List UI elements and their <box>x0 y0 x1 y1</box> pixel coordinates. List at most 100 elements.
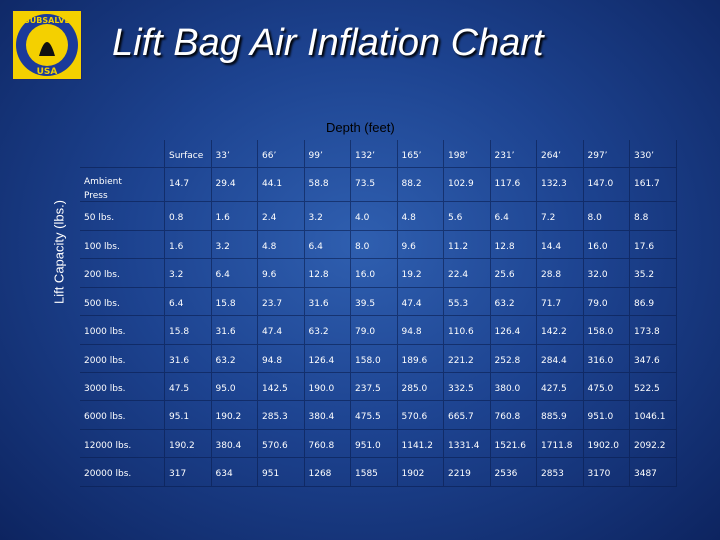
logo-top: SUBSALVE <box>24 16 70 25</box>
table-cell: 1331.4 <box>444 430 491 458</box>
table-cell: 284.4 <box>537 345 584 373</box>
row-label-spacer <box>140 168 165 202</box>
table-cell: 158.0 <box>583 316 630 345</box>
table-cell: 95.0 <box>211 373 258 401</box>
row-axis-label: Lift Capacity (lbs.) <box>51 199 67 305</box>
table-cell: 12.8 <box>304 259 351 288</box>
table-cell: 2853 <box>537 458 584 487</box>
table-cell: 94.8 <box>258 345 305 373</box>
table-cell: 58.8 <box>304 168 351 202</box>
title: Lift Bag Air Inflation Chart <box>112 22 544 64</box>
row-label: 200 lbs. <box>80 259 165 288</box>
table-cell: 35.2 <box>630 259 677 288</box>
table-cell: 951.0 <box>351 430 398 458</box>
table-cell: 142.5 <box>258 373 305 401</box>
table-cell: 110.6 <box>444 316 491 345</box>
table-cell: 47.4 <box>258 316 305 345</box>
table-cell: 39.5 <box>351 288 398 316</box>
table-cell: 9.6 <box>258 259 305 288</box>
table-cell: 14.4 <box>537 231 584 259</box>
table-cell: 285.0 <box>397 373 444 401</box>
table-cell: 0.8 <box>165 202 212 231</box>
table-cell: 3487 <box>630 458 677 487</box>
table-cell: 1.6 <box>211 202 258 231</box>
row-label: 3000 lbs. <box>80 373 165 401</box>
table-cell: 95.1 <box>165 401 212 430</box>
table-cell: 3170 <box>583 458 630 487</box>
table-cell: 1046.1 <box>630 401 677 430</box>
table-cell: 1.6 <box>165 231 212 259</box>
table-cell: 332.5 <box>444 373 491 401</box>
column-header: Surface <box>165 140 212 168</box>
table-cell: 47.4 <box>397 288 444 316</box>
table-cell: 475.5 <box>351 401 398 430</box>
table-cell: 1521.6 <box>490 430 537 458</box>
row-label: 12000 lbs. <box>80 430 165 458</box>
table-cell: 126.4 <box>304 345 351 373</box>
table-cell: 31.6 <box>165 345 212 373</box>
row-label: 100 lbs. <box>80 231 165 259</box>
table-cell: 190.2 <box>165 430 212 458</box>
table-cell: 14.7 <box>165 168 212 202</box>
table-cell: 951 <box>258 458 305 487</box>
table-cell: 11.2 <box>444 231 491 259</box>
table-cell: 8.0 <box>351 231 398 259</box>
table-cell: 1902.0 <box>583 430 630 458</box>
table-cell: 427.5 <box>537 373 584 401</box>
logo-bottom: USA <box>37 67 58 77</box>
table-cell: 8.0 <box>583 202 630 231</box>
table-cell: 25.6 <box>490 259 537 288</box>
table-cell: 347.6 <box>630 345 677 373</box>
table-cell: 4.8 <box>258 231 305 259</box>
column-axis-label: Depth (feet) <box>326 120 395 135</box>
table-cell: 7.2 <box>537 202 584 231</box>
column-header: 99’ <box>304 140 351 168</box>
table-cell: 17.6 <box>630 231 677 259</box>
table-cell: 3.2 <box>211 231 258 259</box>
table-cell: 475.0 <box>583 373 630 401</box>
table-cell: 28.8 <box>537 259 584 288</box>
table-cell: 285.3 <box>258 401 305 430</box>
table-cell: 665.7 <box>444 401 491 430</box>
row-label: 6000 lbs. <box>80 401 165 430</box>
table-cell: 8.8 <box>630 202 677 231</box>
table-cell: 15.8 <box>211 288 258 316</box>
table-cell: 102.9 <box>444 168 491 202</box>
table-cell: 22.4 <box>444 259 491 288</box>
table-cell: 94.8 <box>397 316 444 345</box>
table-cell: 1711.8 <box>537 430 584 458</box>
table-cell: 570.6 <box>258 430 305 458</box>
table-cell: 1141.2 <box>397 430 444 458</box>
column-header: 33’ <box>211 140 258 168</box>
table-cell: 2092.2 <box>630 430 677 458</box>
table-cell: 47.5 <box>165 373 212 401</box>
table-cell: 19.2 <box>397 259 444 288</box>
table-cell: 1902 <box>397 458 444 487</box>
corner-cell <box>80 140 165 168</box>
table-cell: 142.2 <box>537 316 584 345</box>
table-cell: 32.0 <box>583 259 630 288</box>
table-cell: 885.9 <box>537 401 584 430</box>
table-cell: 3.2 <box>165 259 212 288</box>
column-header: 198’ <box>444 140 491 168</box>
table-cell: 71.7 <box>537 288 584 316</box>
row-label: Ambient Press <box>80 168 140 202</box>
table-cell: 12.8 <box>490 231 537 259</box>
table-cell: 31.6 <box>211 316 258 345</box>
table-cell: 4.8 <box>397 202 444 231</box>
table-cell: 2219 <box>444 458 491 487</box>
table-cell: 6.4 <box>211 259 258 288</box>
table-cell: 6.4 <box>165 288 212 316</box>
table-cell: 23.7 <box>258 288 305 316</box>
column-header: 330’ <box>630 140 677 168</box>
table-cell: 380.4 <box>304 401 351 430</box>
table-cell: 1268 <box>304 458 351 487</box>
table-cell: 2536 <box>490 458 537 487</box>
table-cell: 189.6 <box>397 345 444 373</box>
table-cell: 237.5 <box>351 373 398 401</box>
table-cell: 522.5 <box>630 373 677 401</box>
table-cell: 29.4 <box>211 168 258 202</box>
table-cell: 9.6 <box>397 231 444 259</box>
row-label: 2000 lbs. <box>80 345 165 373</box>
column-header: 231’ <box>490 140 537 168</box>
